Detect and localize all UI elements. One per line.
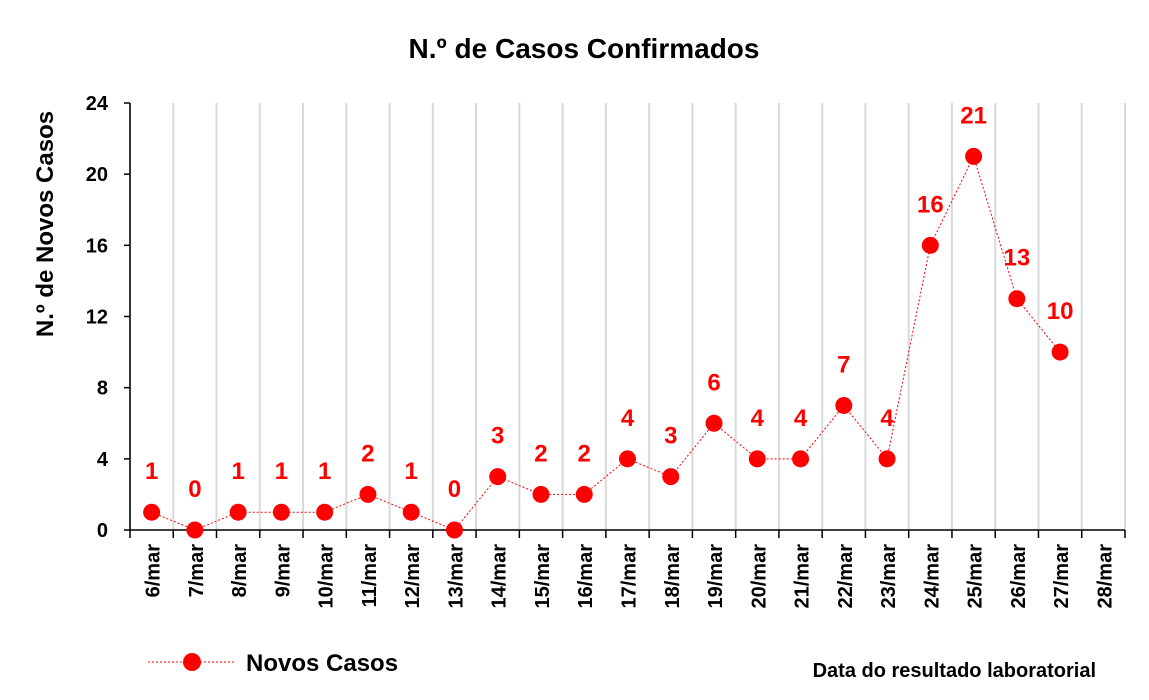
data-point[interactable] xyxy=(229,503,247,521)
data-label: 13 xyxy=(1003,245,1030,272)
data-label: 2 xyxy=(578,440,591,467)
data-point[interactable] xyxy=(748,450,766,468)
x-tick-label: 13/mar xyxy=(445,544,467,609)
data-label: 6 xyxy=(707,369,720,396)
x-tick-label: 17/mar xyxy=(619,544,641,609)
data-point[interactable] xyxy=(835,396,853,414)
x-tick-labels: 6/mar 7/mar 8/mar 9/mar 10/mar 11/mar 12/mar 13… xyxy=(143,544,1117,609)
y-tick-labels: 0 4 8 12 16 20 24 xyxy=(86,93,109,542)
chart-title: N.º de Casos Confirmados xyxy=(409,33,760,64)
data-point[interactable] xyxy=(619,450,636,468)
legend-marker xyxy=(183,653,201,671)
y-tick-label: 24 xyxy=(86,93,109,115)
data-point[interactable] xyxy=(143,503,161,521)
data-point[interactable] xyxy=(1008,290,1026,308)
data-label: 1 xyxy=(275,458,288,485)
data-label: 3 xyxy=(491,423,504,450)
x-tick-label: 7/mar xyxy=(186,544,208,598)
y-axis-label: N.º de Novos Casos xyxy=(32,111,59,337)
x-tick-label: 12/mar xyxy=(402,544,424,609)
data-label: 16 xyxy=(917,191,944,218)
y-tick-label: 12 xyxy=(86,307,108,329)
data-point[interactable] xyxy=(186,521,204,539)
y-tick-label: 20 xyxy=(86,164,108,186)
x-tick-label: 21/mar xyxy=(792,544,814,609)
x-tick-label: 9/mar xyxy=(272,544,294,598)
x-tick-label: 16/mar xyxy=(575,544,597,609)
data-point[interactable] xyxy=(662,468,680,486)
x-tick-label: 25/mar xyxy=(965,544,987,609)
x-tick-label: 19/mar xyxy=(705,544,727,609)
data-label: 0 xyxy=(188,476,201,503)
data-point[interactable] xyxy=(402,503,420,521)
data-label: 7 xyxy=(837,351,850,378)
y-tick-label: 4 xyxy=(97,449,109,471)
x-tick-label: 26/mar xyxy=(1008,544,1030,609)
series-novos-casos xyxy=(143,147,1069,539)
data-label: 2 xyxy=(361,440,374,467)
data-label: 1 xyxy=(405,458,418,485)
x-tick-label: 6/mar xyxy=(143,544,165,598)
data-point[interactable] xyxy=(445,521,463,539)
x-tick-label: 28/mar xyxy=(1094,544,1116,609)
data-label: 2 xyxy=(534,440,547,467)
x-tick-label: 27/mar xyxy=(1051,544,1073,609)
gridlines xyxy=(129,103,1126,530)
data-label: 1 xyxy=(231,458,244,485)
data-point[interactable] xyxy=(1051,343,1069,361)
data-point[interactable] xyxy=(272,503,290,521)
x-tick-label: 20/mar xyxy=(748,544,770,609)
y-tick-label: 0 xyxy=(97,520,108,542)
data-point[interactable] xyxy=(705,414,723,432)
x-tick-label: 15/mar xyxy=(532,544,554,609)
x-tick-label: 23/mar xyxy=(878,544,900,609)
data-label: 3 xyxy=(664,423,677,450)
x-tick-label: 10/mar xyxy=(316,544,338,609)
x-tick-label: 11/mar xyxy=(359,544,381,608)
data-point[interactable] xyxy=(359,485,377,503)
x-tick-label: 24/mar xyxy=(921,544,943,609)
data-label: 21 xyxy=(960,102,987,129)
x-axis-label: Data do resultado laboratorial xyxy=(813,660,1096,682)
x-tick-label: 14/mar xyxy=(489,544,511,609)
data-point[interactable] xyxy=(921,236,939,254)
data-point[interactable] xyxy=(532,485,550,503)
data-point[interactable] xyxy=(316,503,334,521)
data-point[interactable] xyxy=(878,450,896,468)
x-tick-label: 8/mar xyxy=(229,544,251,598)
data-label: 4 xyxy=(880,405,894,432)
legend-label: Novos Casos xyxy=(246,650,398,677)
data-label: 4 xyxy=(621,405,635,432)
x-tick-label: 18/mar xyxy=(662,544,684,609)
series-line xyxy=(151,155,1061,531)
data-label: 1 xyxy=(318,458,331,485)
data-point[interactable] xyxy=(792,450,810,468)
data-label: 0 xyxy=(448,476,461,503)
data-point[interactable] xyxy=(575,485,593,503)
data-point[interactable] xyxy=(489,468,507,486)
data-point[interactable] xyxy=(965,147,983,165)
data-label: 4 xyxy=(794,405,808,432)
axes xyxy=(124,102,1126,538)
legend[interactable]: Novos Casos xyxy=(148,650,398,677)
data-label: 4 xyxy=(751,405,765,432)
x-tick-label: 22/mar xyxy=(835,544,857,609)
data-label: 1 xyxy=(145,458,158,485)
y-tick-label: 8 xyxy=(97,378,108,400)
data-label: 10 xyxy=(1047,298,1074,325)
y-tick-label: 16 xyxy=(86,235,108,257)
